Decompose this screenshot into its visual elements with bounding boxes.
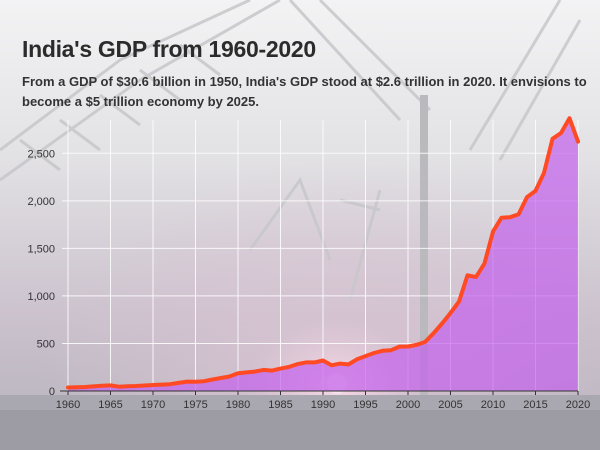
y-axis-ticks: 0 500 1,000 1,500 2,000 2,500: [27, 148, 55, 398]
x-tick-label: 1990: [311, 399, 335, 411]
x-tick-label: 1995: [353, 399, 377, 411]
page-title: India's GDP from 1960-2020: [22, 36, 316, 62]
gdp-line: [66, 116, 580, 390]
x-tick-label: 2005: [438, 399, 462, 411]
x-tick-label: 1985: [268, 399, 292, 411]
y-tick-label: 2,000: [27, 196, 55, 208]
x-tick-label: 1975: [183, 399, 207, 411]
y-tick-label: 2,500: [27, 148, 55, 160]
x-tick-label: 1980: [226, 399, 250, 411]
x-tick-label: 1960: [56, 399, 80, 411]
y-tick-label: 1,500: [27, 243, 55, 255]
x-axis-ticks: 1960 1965 1970 1975 1980 1985 1990 1995 2000 2005…: [56, 391, 590, 411]
x-tick-label: 2010: [481, 399, 505, 411]
y-tick-label: 1,000: [27, 291, 55, 303]
x-tick-label: 1965: [98, 399, 122, 411]
y-tick-label: 0: [49, 386, 55, 398]
x-tick-label: 2015: [523, 399, 547, 411]
y-tick-label: 500: [37, 338, 55, 350]
gdp-area: [68, 118, 578, 391]
x-tick-label: 2020: [566, 399, 590, 411]
page-subtitle: From a GDP of $30.6 billion in 1950, Ind…: [22, 74, 587, 109]
x-tick-label: 2000: [396, 399, 420, 411]
x-tick-label: 1970: [141, 399, 165, 411]
